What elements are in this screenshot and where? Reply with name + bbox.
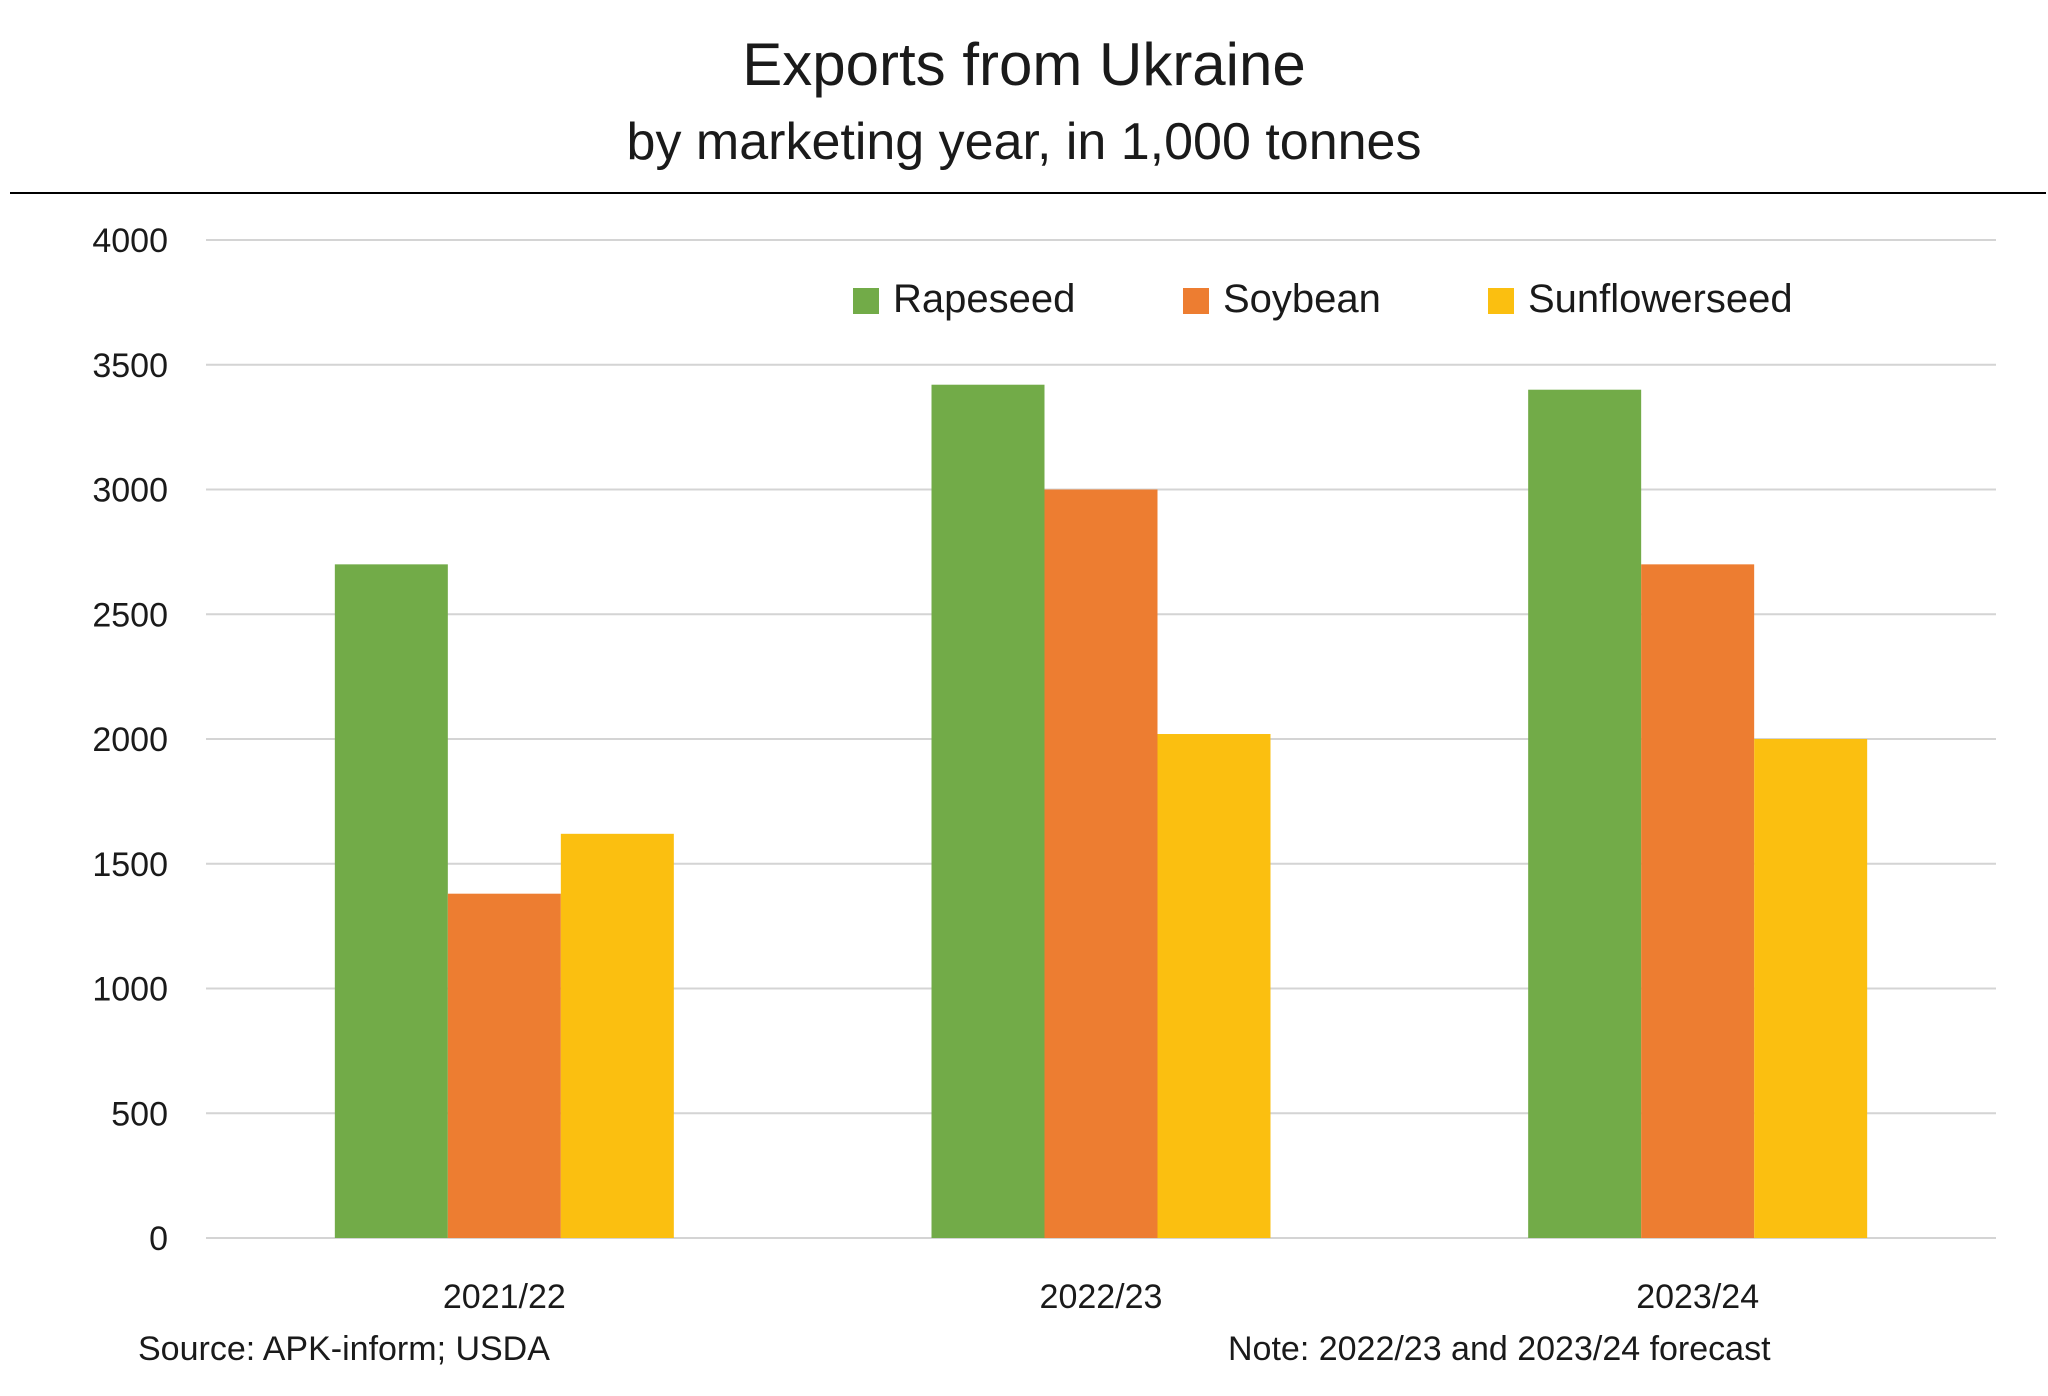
y-tick-label: 3500 (92, 347, 168, 385)
x-tick-label: 2023/24 (1636, 1278, 1759, 1316)
legend-label-sunflowerseed: Sunflowerseed (1528, 277, 1793, 321)
y-axis-ticks: 0 500 1000 1500 2000 2500 3000 3500 4000 (92, 222, 168, 1258)
y-tick-label: 2000 (92, 721, 168, 759)
legend-label-soybean: Soybean (1223, 277, 1381, 321)
y-tick-label: 2500 (92, 596, 168, 634)
y-tick-label: 4000 (92, 222, 168, 260)
legend-swatch-sunflowerseed (1488, 288, 1514, 314)
bar-rapeseed-2022-23 (931, 384, 1045, 1239)
bar-sunflowerseed-2023-24 (1754, 739, 1868, 1238)
bar-soybean-2023-24 (1641, 564, 1755, 1238)
title-divider (10, 192, 2046, 194)
y-tick-label: 3000 (92, 472, 168, 510)
chart-subtitle: by marketing year, in 1,000 tonnes (626, 113, 1422, 171)
x-tick-label: 2022/23 (1040, 1278, 1163, 1316)
legend-swatch-rapeseed (853, 288, 879, 314)
x-tick-label: 2021/22 (443, 1278, 566, 1316)
legend: Rapeseed Soybean Sunflowerseed (853, 277, 1793, 321)
bar-soybean-2022-23 (1044, 489, 1158, 1238)
y-tick-label: 1000 (92, 971, 168, 1009)
bar-sunflowerseed-2022-23 (1157, 734, 1271, 1238)
bar-soybean-2021-22 (447, 893, 561, 1238)
chart-title: Exports from Ukraine (742, 31, 1306, 98)
source-note: Source: APK-inform; USDA (138, 1330, 550, 1368)
bar-rapeseed-2021-22 (334, 564, 448, 1238)
forecast-note: Note: 2022/23 and 2023/24 forecast (1228, 1330, 1771, 1368)
bar-rapeseed-2023-24 (1528, 389, 1642, 1238)
y-tick-label: 0 (149, 1220, 168, 1258)
y-tick-label: 1500 (92, 846, 168, 884)
x-axis-ticks: 2021/22 2022/23 2023/24 (443, 1278, 1759, 1316)
bars (334, 384, 1868, 1239)
legend-swatch-soybean (1183, 288, 1209, 314)
y-tick-label: 500 (111, 1095, 168, 1133)
bar-sunflowerseed-2021-22 (560, 833, 674, 1238)
legend-label-rapeseed: Rapeseed (893, 277, 1075, 321)
